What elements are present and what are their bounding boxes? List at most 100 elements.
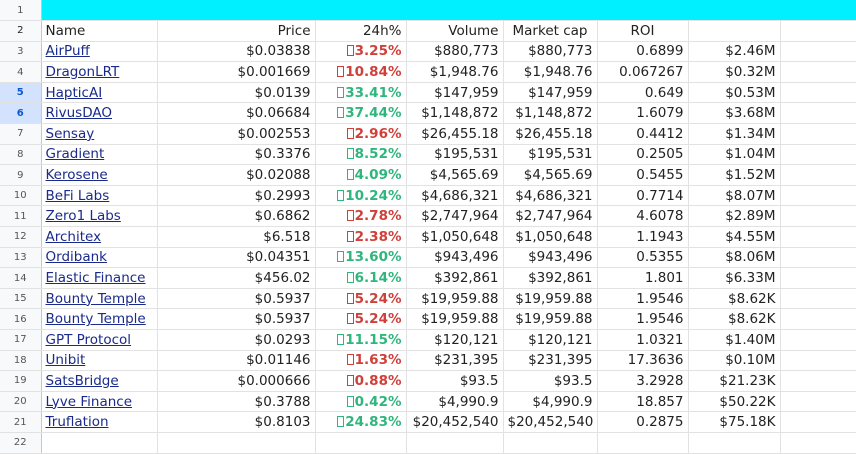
coin-name-cell[interactable]: Sensay <box>41 123 158 145</box>
market-cap-cell[interactable]: $19,959.88 <box>503 288 598 310</box>
change-cell[interactable]: 1.63% <box>315 350 407 372</box>
change-cell[interactable]: 8.52% <box>315 144 407 166</box>
price-cell[interactable]: $0.3788 <box>157 391 316 413</box>
empty-cell[interactable] <box>780 267 856 289</box>
price-cell[interactable]: $0.03838 <box>157 41 316 63</box>
market-cap-cell[interactable]: $147,959 <box>503 82 598 104</box>
volume-cell[interactable]: $4,990.9 <box>406 391 504 413</box>
coin-name-link[interactable]: Kerosene <box>45 167 108 184</box>
empty-cell[interactable] <box>41 432 158 454</box>
header-change[interactable]: 24h% <box>315 20 407 42</box>
row-number[interactable]: 15 <box>0 288 42 310</box>
row-number[interactable]: 16 <box>0 308 42 330</box>
volume-cell[interactable]: $880,773 <box>406 41 504 63</box>
empty-cell[interactable] <box>780 205 856 228</box>
row-number[interactable]: 20 <box>0 391 42 413</box>
coin-name-link[interactable]: SatsBridge <box>45 372 119 389</box>
volume-cell[interactable]: $231,395 <box>406 350 504 372</box>
coin-name-link[interactable]: Sensay <box>45 125 95 142</box>
row-number[interactable]: 7 <box>0 123 42 145</box>
value-cell[interactable]: $2.46M <box>688 41 781 63</box>
change-cell[interactable]: 4.09% <box>315 164 407 186</box>
value-cell[interactable]: $8.06M <box>688 247 781 269</box>
volume-cell[interactable]: $120,121 <box>406 329 504 351</box>
market-cap-cell[interactable]: $2,747,964 <box>503 205 598 228</box>
empty-cell[interactable] <box>780 123 856 145</box>
market-cap-cell[interactable]: $19,959.88 <box>503 308 598 330</box>
row-number[interactable]: 19 <box>0 370 42 392</box>
header-volume[interactable]: Volume <box>406 20 504 42</box>
header-empty[interactable] <box>688 20 781 42</box>
volume-cell[interactable]: $195,531 <box>406 144 504 166</box>
roi-cell[interactable]: 0.067267 <box>597 61 689 83</box>
price-cell[interactable]: $0.06684 <box>157 102 316 125</box>
market-cap-cell[interactable]: $1,148,872 <box>503 102 598 125</box>
row-number[interactable]: 11 <box>0 205 42 228</box>
empty-cell[interactable] <box>780 391 856 413</box>
price-cell[interactable]: $0.000666 <box>157 370 316 392</box>
market-cap-cell[interactable]: $1,948.76 <box>503 61 598 83</box>
change-cell[interactable]: 10.84% <box>315 61 407 83</box>
volume-cell[interactable]: $19,959.88 <box>406 308 504 330</box>
volume-cell[interactable]: $943,496 <box>406 247 504 269</box>
price-cell[interactable]: $0.0139 <box>157 82 316 104</box>
roi-cell[interactable]: 18.857 <box>597 391 689 413</box>
value-cell[interactable]: $1.04M <box>688 144 781 166</box>
roi-cell[interactable]: 4.6078 <box>597 205 689 228</box>
price-cell[interactable]: $0.8103 <box>157 411 316 433</box>
row-number[interactable]: 1 <box>0 0 42 22</box>
roi-cell[interactable]: 1.0321 <box>597 329 689 351</box>
empty-cell[interactable] <box>780 185 856 207</box>
empty-cell[interactable] <box>780 226 856 248</box>
change-cell[interactable]: 11.15% <box>315 329 407 351</box>
banner-cell[interactable] <box>41 0 856 22</box>
coin-name-cell[interactable]: Gradient <box>41 144 158 166</box>
volume-cell[interactable]: $4,565.69 <box>406 164 504 186</box>
roi-cell[interactable]: 0.2875 <box>597 411 689 433</box>
volume-cell[interactable]: $19,959.88 <box>406 288 504 310</box>
value-cell[interactable]: $0.10M <box>688 350 781 372</box>
change-cell[interactable]: 33.41% <box>315 82 407 104</box>
change-cell[interactable]: 5.24% <box>315 288 407 310</box>
empty-cell[interactable] <box>780 432 856 454</box>
coin-name-cell[interactable]: BeFi Labs <box>41 185 158 207</box>
row-number[interactable]: 3 <box>0 41 42 63</box>
coin-name-cell[interactable]: Elastic Finance <box>41 267 158 289</box>
coin-name-link[interactable]: Architex <box>45 228 102 245</box>
volume-cell[interactable]: $4,686,321 <box>406 185 504 207</box>
volume-cell[interactable]: $1,050,648 <box>406 226 504 248</box>
coin-name-link[interactable]: HapticAI <box>45 84 103 101</box>
header-empty[interactable] <box>780 20 856 42</box>
value-cell[interactable]: $4.55M <box>688 226 781 248</box>
volume-cell[interactable]: $1,948.76 <box>406 61 504 83</box>
roi-cell[interactable]: 0.5455 <box>597 164 689 186</box>
price-cell[interactable]: $0.04351 <box>157 247 316 269</box>
row-number[interactable]: 14 <box>0 267 42 289</box>
empty-cell[interactable] <box>157 432 316 454</box>
coin-name-cell[interactable]: GPT Protocol <box>41 329 158 351</box>
coin-name-cell[interactable]: Bounty Temple <box>41 288 158 310</box>
coin-name-link[interactable]: Ordibank <box>45 249 107 266</box>
header-price[interactable]: Price <box>157 20 316 42</box>
roi-cell[interactable]: 0.7714 <box>597 185 689 207</box>
empty-cell[interactable] <box>315 432 407 454</box>
change-cell[interactable]: 6.14% <box>315 267 407 289</box>
market-cap-cell[interactable]: $4,686,321 <box>503 185 598 207</box>
coin-name-link[interactable]: Lyve Finance <box>45 393 133 410</box>
coin-name-link[interactable]: AirPuff <box>45 43 90 60</box>
market-cap-cell[interactable]: $26,455.18 <box>503 123 598 145</box>
coin-name-link[interactable]: Elastic Finance <box>45 270 146 287</box>
empty-cell[interactable] <box>780 82 856 104</box>
roi-cell[interactable]: 0.6899 <box>597 41 689 63</box>
value-cell[interactable]: $50.22K <box>688 391 781 413</box>
price-cell[interactable]: $0.5937 <box>157 288 316 310</box>
value-cell[interactable]: $8.62K <box>688 308 781 330</box>
market-cap-cell[interactable]: $943,496 <box>503 247 598 269</box>
empty-cell[interactable] <box>780 102 856 125</box>
coin-name-cell[interactable]: AirPuff <box>41 41 158 63</box>
volume-cell[interactable]: $147,959 <box>406 82 504 104</box>
coin-name-link[interactable]: Zero1 Labs <box>45 208 121 225</box>
coin-name-cell[interactable]: HapticAI <box>41 82 158 104</box>
change-cell[interactable]: 37.44% <box>315 102 407 125</box>
coin-name-cell[interactable]: SatsBridge <box>41 370 158 392</box>
